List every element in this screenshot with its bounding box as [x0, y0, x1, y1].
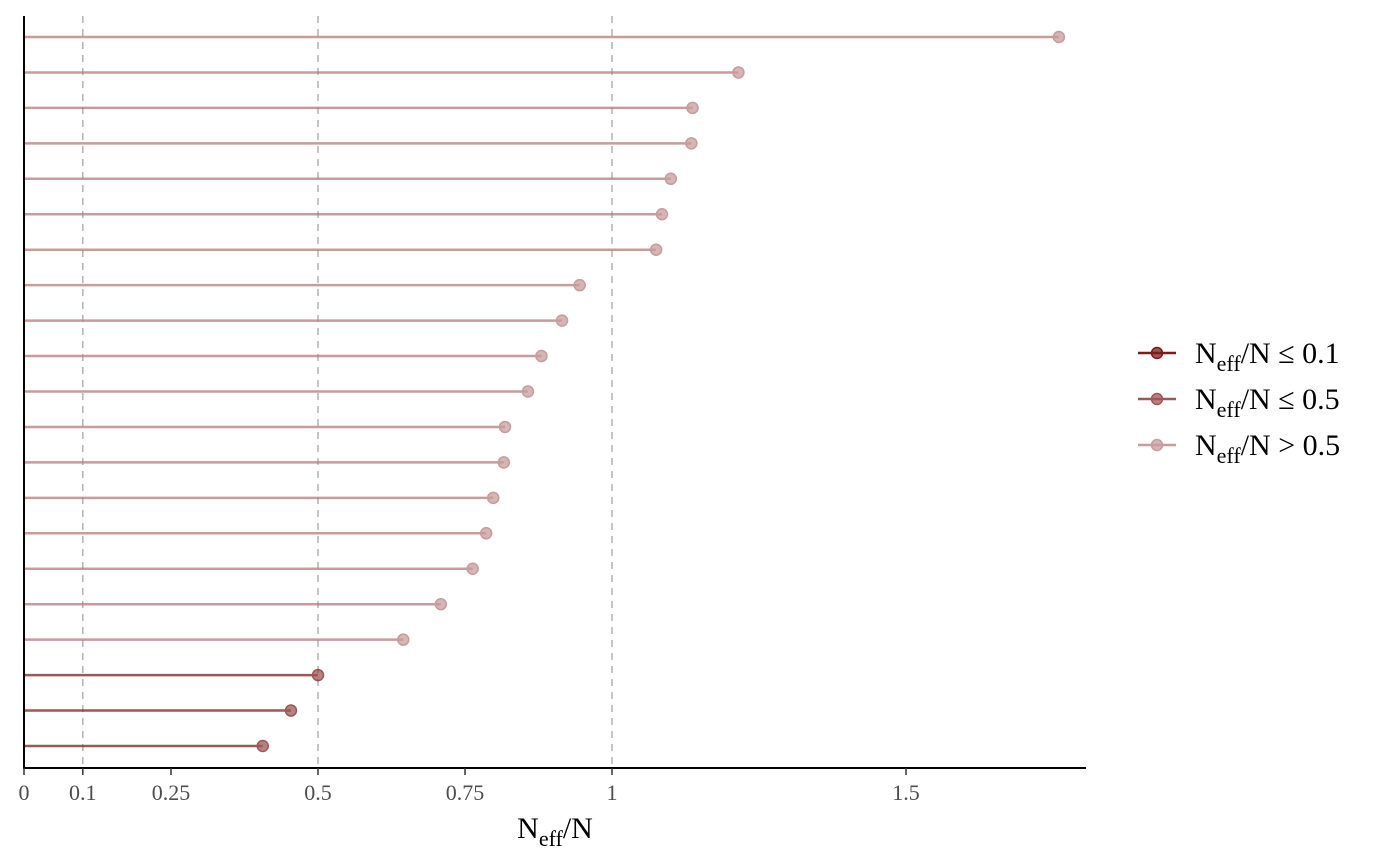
- lollipop: [24, 527, 493, 540]
- lollipop-point: [479, 527, 493, 540]
- x-tick-label: 0: [19, 780, 30, 805]
- lollipop: [24, 349, 548, 363]
- lollipop: [24, 562, 479, 575]
- lollipop-point: [573, 278, 586, 292]
- lollipop-point: [397, 633, 410, 646]
- legend-label: Neff/N ≤ 0.1: [1195, 337, 1340, 376]
- legend-label: Neff/N ≤ 0.5: [1195, 383, 1340, 422]
- lollipop: [24, 597, 448, 611]
- lollipop-point: [649, 243, 663, 256]
- lollipop-point: [535, 349, 548, 363]
- lollipop: [24, 30, 1066, 44]
- lollipop-point: [521, 385, 535, 398]
- x-tick-label: 1.5: [892, 780, 920, 805]
- x-tick-label: 0.25: [152, 780, 191, 805]
- x-tick-label: 0.5: [304, 780, 332, 805]
- lollipop-point: [1052, 30, 1066, 44]
- legend: Neff/N ≤ 0.1 Neff/N ≤ 0.5 Neff/N > 0.5: [1138, 337, 1340, 468]
- legend-key: [1138, 438, 1176, 452]
- lollipop: [24, 172, 678, 186]
- lollipop-point: [466, 562, 479, 575]
- lollipop-point: [497, 456, 511, 469]
- lollipop: [24, 704, 298, 717]
- lollipop-point: [555, 314, 569, 327]
- lollipop-point: [311, 668, 325, 682]
- lollipop-point: [685, 137, 698, 150]
- x-tick-label: 1: [607, 780, 618, 805]
- axes: [23, 16, 1086, 769]
- x-axis-title: Neff/N: [517, 812, 593, 851]
- x-tick-label: 0.1: [69, 780, 97, 805]
- lollipop-point: [486, 491, 500, 505]
- legend-item-high: Neff/N > 0.5: [1138, 429, 1340, 468]
- lollipop-series: [24, 30, 1066, 753]
- reference-lines: [82, 16, 613, 768]
- lollipop: [24, 491, 500, 505]
- lollipop-point: [256, 739, 269, 753]
- lollipop: [24, 456, 511, 469]
- lollipop-point: [664, 172, 678, 186]
- lollipop: [24, 137, 698, 150]
- legend-key: [1138, 346, 1176, 360]
- lollipop: [24, 208, 669, 221]
- lollipop: [24, 385, 535, 398]
- lollipop-point: [434, 597, 448, 611]
- lollipop: [24, 668, 325, 682]
- lollipop: [24, 66, 745, 79]
- lollipop-point: [732, 66, 745, 79]
- lollipop: [24, 420, 512, 434]
- legend-item-mid: Neff/N ≤ 0.5: [1138, 383, 1340, 422]
- x-tick-label: 0.75: [446, 780, 485, 805]
- legend-item-low: Neff/N ≤ 0.1: [1138, 337, 1340, 376]
- legend-key: [1138, 392, 1176, 406]
- lollipop: [24, 278, 586, 292]
- x-axis-ticks: 0 0.1 0.25 0.5 0.75 1 1.5: [19, 768, 920, 805]
- legend-label: Neff/N > 0.5: [1195, 429, 1340, 468]
- lollipop: [24, 633, 410, 646]
- lollipop: [24, 101, 699, 115]
- lollipop: [24, 314, 569, 327]
- lollipop-point: [655, 208, 669, 221]
- lollipop-point: [498, 420, 512, 434]
- lollipop-point: [686, 101, 699, 115]
- lollipop-point: [284, 704, 298, 717]
- lollipop: [24, 243, 663, 256]
- lollipop: [24, 739, 269, 753]
